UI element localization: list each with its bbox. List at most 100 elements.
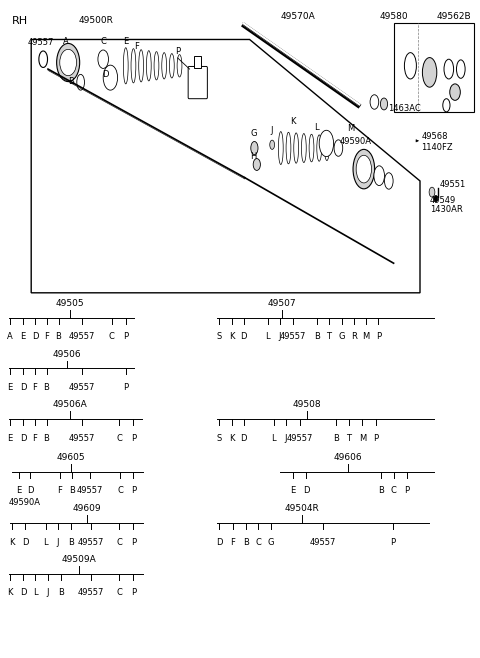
Text: 49557: 49557 — [28, 38, 54, 47]
Ellipse shape — [429, 188, 435, 197]
Ellipse shape — [162, 53, 167, 79]
Text: L: L — [265, 332, 270, 342]
Text: J: J — [47, 588, 49, 597]
Text: D: D — [20, 434, 26, 443]
Text: B: B — [59, 588, 64, 597]
Ellipse shape — [404, 53, 416, 79]
Ellipse shape — [253, 159, 261, 170]
Text: A: A — [63, 37, 69, 46]
Text: R: R — [351, 332, 357, 342]
Ellipse shape — [270, 140, 275, 149]
Text: K: K — [290, 117, 296, 126]
Text: 49557: 49557 — [78, 538, 104, 547]
Text: P: P — [123, 332, 128, 342]
Ellipse shape — [177, 55, 182, 77]
Text: S: S — [217, 434, 222, 443]
Text: K: K — [229, 332, 235, 342]
Ellipse shape — [443, 99, 450, 112]
Text: F: F — [58, 486, 62, 495]
Ellipse shape — [422, 58, 437, 87]
Text: E: E — [290, 486, 295, 495]
Ellipse shape — [286, 132, 291, 164]
Text: 49557: 49557 — [310, 538, 336, 547]
Text: T: T — [347, 434, 351, 443]
Text: 49557: 49557 — [77, 486, 103, 495]
Text: 49590A: 49590A — [339, 137, 371, 146]
Ellipse shape — [301, 134, 306, 163]
Text: 49609: 49609 — [73, 504, 102, 513]
Text: 49500R: 49500R — [79, 16, 113, 26]
Text: D: D — [20, 383, 26, 392]
Text: 49505: 49505 — [55, 299, 84, 308]
Text: G: G — [268, 538, 275, 547]
Text: 49568: 49568 — [421, 132, 448, 141]
Text: F: F — [33, 383, 37, 392]
Text: P: P — [405, 486, 409, 495]
Text: D: D — [240, 434, 247, 443]
Text: C: C — [116, 538, 122, 547]
Text: B: B — [68, 76, 74, 86]
Text: G: G — [338, 332, 345, 342]
Text: D: D — [102, 70, 109, 79]
Bar — [194, 56, 201, 68]
Ellipse shape — [319, 130, 334, 157]
Text: E: E — [7, 383, 12, 392]
Text: 49557: 49557 — [69, 434, 95, 443]
Ellipse shape — [154, 51, 159, 80]
Text: F: F — [33, 434, 37, 443]
Ellipse shape — [334, 140, 343, 157]
Ellipse shape — [169, 53, 174, 78]
Text: E: E — [21, 332, 25, 342]
Ellipse shape — [370, 95, 379, 109]
Text: 49508: 49508 — [293, 400, 322, 409]
Ellipse shape — [380, 98, 388, 110]
Text: B: B — [68, 538, 74, 547]
Text: D: D — [22, 538, 28, 547]
Ellipse shape — [374, 166, 384, 186]
Text: L: L — [33, 588, 37, 597]
Text: 1140FZ: 1140FZ — [421, 143, 453, 153]
Text: D: D — [303, 486, 310, 495]
Text: C: C — [255, 538, 261, 547]
Ellipse shape — [434, 195, 438, 202]
Ellipse shape — [317, 135, 322, 161]
Text: D: D — [240, 332, 247, 342]
Text: C: C — [100, 37, 106, 46]
Text: J: J — [278, 332, 281, 342]
Text: 49509A: 49509A — [62, 555, 96, 564]
Text: 49605: 49605 — [57, 453, 85, 462]
Ellipse shape — [456, 60, 465, 78]
Text: T: T — [326, 332, 331, 342]
Text: C: C — [391, 486, 396, 495]
Ellipse shape — [77, 74, 84, 90]
Text: 49549: 49549 — [430, 195, 456, 205]
Text: 49507: 49507 — [268, 299, 297, 308]
Text: P: P — [390, 538, 395, 547]
Text: 49557: 49557 — [69, 383, 95, 392]
Text: J: J — [56, 538, 59, 547]
Text: G: G — [250, 129, 257, 138]
Ellipse shape — [444, 59, 454, 79]
Text: 49557: 49557 — [78, 588, 104, 597]
Text: F: F — [44, 332, 49, 342]
Ellipse shape — [98, 50, 108, 68]
Ellipse shape — [131, 49, 136, 83]
Text: K: K — [229, 434, 235, 443]
Text: E: E — [17, 486, 22, 495]
Ellipse shape — [278, 132, 283, 164]
Text: B: B — [44, 383, 49, 392]
Text: H: H — [250, 152, 257, 161]
Text: 49557: 49557 — [280, 332, 306, 342]
Text: B: B — [243, 538, 249, 547]
Ellipse shape — [103, 65, 118, 90]
Text: C: C — [116, 588, 122, 597]
Text: L: L — [314, 122, 319, 132]
Text: 49506A: 49506A — [52, 400, 87, 409]
Text: 49580: 49580 — [379, 12, 408, 21]
Text: 49557: 49557 — [69, 332, 95, 342]
Ellipse shape — [60, 49, 77, 76]
Bar — [394, 23, 474, 112]
Ellipse shape — [57, 43, 80, 82]
Text: 49606: 49606 — [334, 453, 362, 462]
Text: B: B — [69, 486, 75, 495]
